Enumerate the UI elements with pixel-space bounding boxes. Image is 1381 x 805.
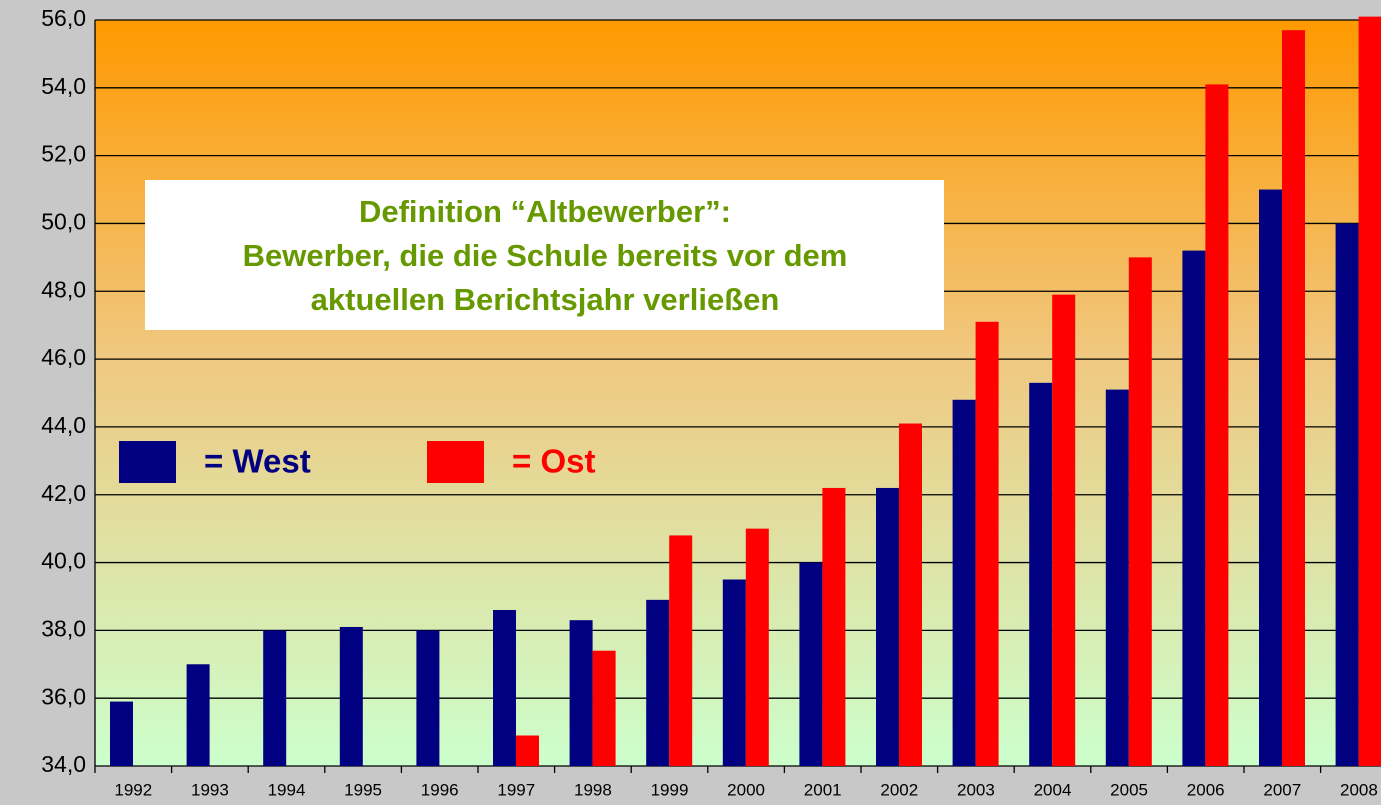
x-tick-label: 1994 bbox=[268, 780, 306, 799]
annotation: Bewerber, die die Schule bereits vor dem bbox=[243, 238, 848, 273]
bar bbox=[263, 630, 287, 766]
x-tick-label: 1996 bbox=[421, 780, 459, 799]
bar bbox=[416, 630, 440, 766]
bar bbox=[952, 399, 976, 766]
x-tick-label: 2005 bbox=[1110, 780, 1148, 799]
y-tick-label: 40,0 bbox=[41, 548, 86, 574]
y-tick-label: 46,0 bbox=[41, 344, 86, 370]
x-tick-label: 1993 bbox=[191, 780, 229, 799]
bar bbox=[669, 535, 693, 766]
x-tick-label: 1998 bbox=[574, 780, 612, 799]
annotation: Definition “Altbewerber”: bbox=[359, 194, 731, 229]
y-tick-label: 42,0 bbox=[41, 480, 86, 506]
y-tick-label: 52,0 bbox=[41, 141, 86, 167]
x-tick-label: 1992 bbox=[114, 780, 152, 799]
bar bbox=[799, 562, 823, 766]
x-tick-label: 2002 bbox=[880, 780, 918, 799]
x-tick-label: 2000 bbox=[727, 780, 765, 799]
legend-label: = West bbox=[204, 443, 311, 480]
bar bbox=[1205, 84, 1229, 767]
x-tick-label: 1997 bbox=[497, 780, 535, 799]
bar bbox=[822, 487, 846, 766]
bar bbox=[1182, 250, 1206, 767]
bar bbox=[1029, 382, 1053, 766]
bar bbox=[722, 579, 746, 766]
bar bbox=[569, 620, 593, 766]
bar bbox=[1282, 30, 1305, 766]
y-tick-label: 56,0 bbox=[41, 5, 86, 31]
bar bbox=[1358, 16, 1381, 767]
bar bbox=[186, 664, 210, 766]
bar bbox=[110, 701, 133, 766]
bar bbox=[516, 735, 539, 766]
bar bbox=[899, 423, 922, 766]
x-tick-label: 1999 bbox=[651, 780, 689, 799]
y-tick-label: 38,0 bbox=[41, 615, 86, 641]
x-tick-label: 2006 bbox=[1187, 780, 1225, 799]
y-tick-label: 48,0 bbox=[41, 276, 86, 302]
x-tick-label: 2001 bbox=[804, 780, 842, 799]
legend-label: = Ost bbox=[512, 443, 595, 480]
bar bbox=[1105, 389, 1129, 766]
y-tick-label: 36,0 bbox=[41, 683, 86, 709]
bar bbox=[1335, 223, 1359, 767]
bar bbox=[975, 321, 999, 766]
y-tick-label: 50,0 bbox=[41, 209, 86, 235]
bar bbox=[493, 610, 516, 766]
x-tick-label: 2004 bbox=[1034, 780, 1072, 799]
annotation-box bbox=[145, 180, 944, 330]
bar bbox=[745, 528, 769, 766]
x-tick-label: 1995 bbox=[344, 780, 382, 799]
x-tick-label: 2008 bbox=[1340, 780, 1378, 799]
bar bbox=[646, 599, 670, 766]
bar bbox=[1128, 257, 1152, 766]
legend-swatch bbox=[119, 441, 176, 483]
x-tick-label: 2007 bbox=[1263, 780, 1301, 799]
bar bbox=[592, 650, 616, 766]
bar bbox=[339, 626, 363, 766]
y-tick-label: 44,0 bbox=[41, 412, 86, 438]
annotation: aktuellen Berichtsjahr verließen bbox=[311, 282, 780, 317]
bar bbox=[1052, 294, 1076, 766]
x-tick-label: 2003 bbox=[957, 780, 995, 799]
legend-swatch bbox=[427, 441, 484, 483]
y-tick-label: 54,0 bbox=[41, 73, 86, 99]
bar bbox=[876, 487, 899, 766]
bar bbox=[1259, 189, 1282, 766]
y-tick-label: 34,0 bbox=[41, 751, 86, 777]
